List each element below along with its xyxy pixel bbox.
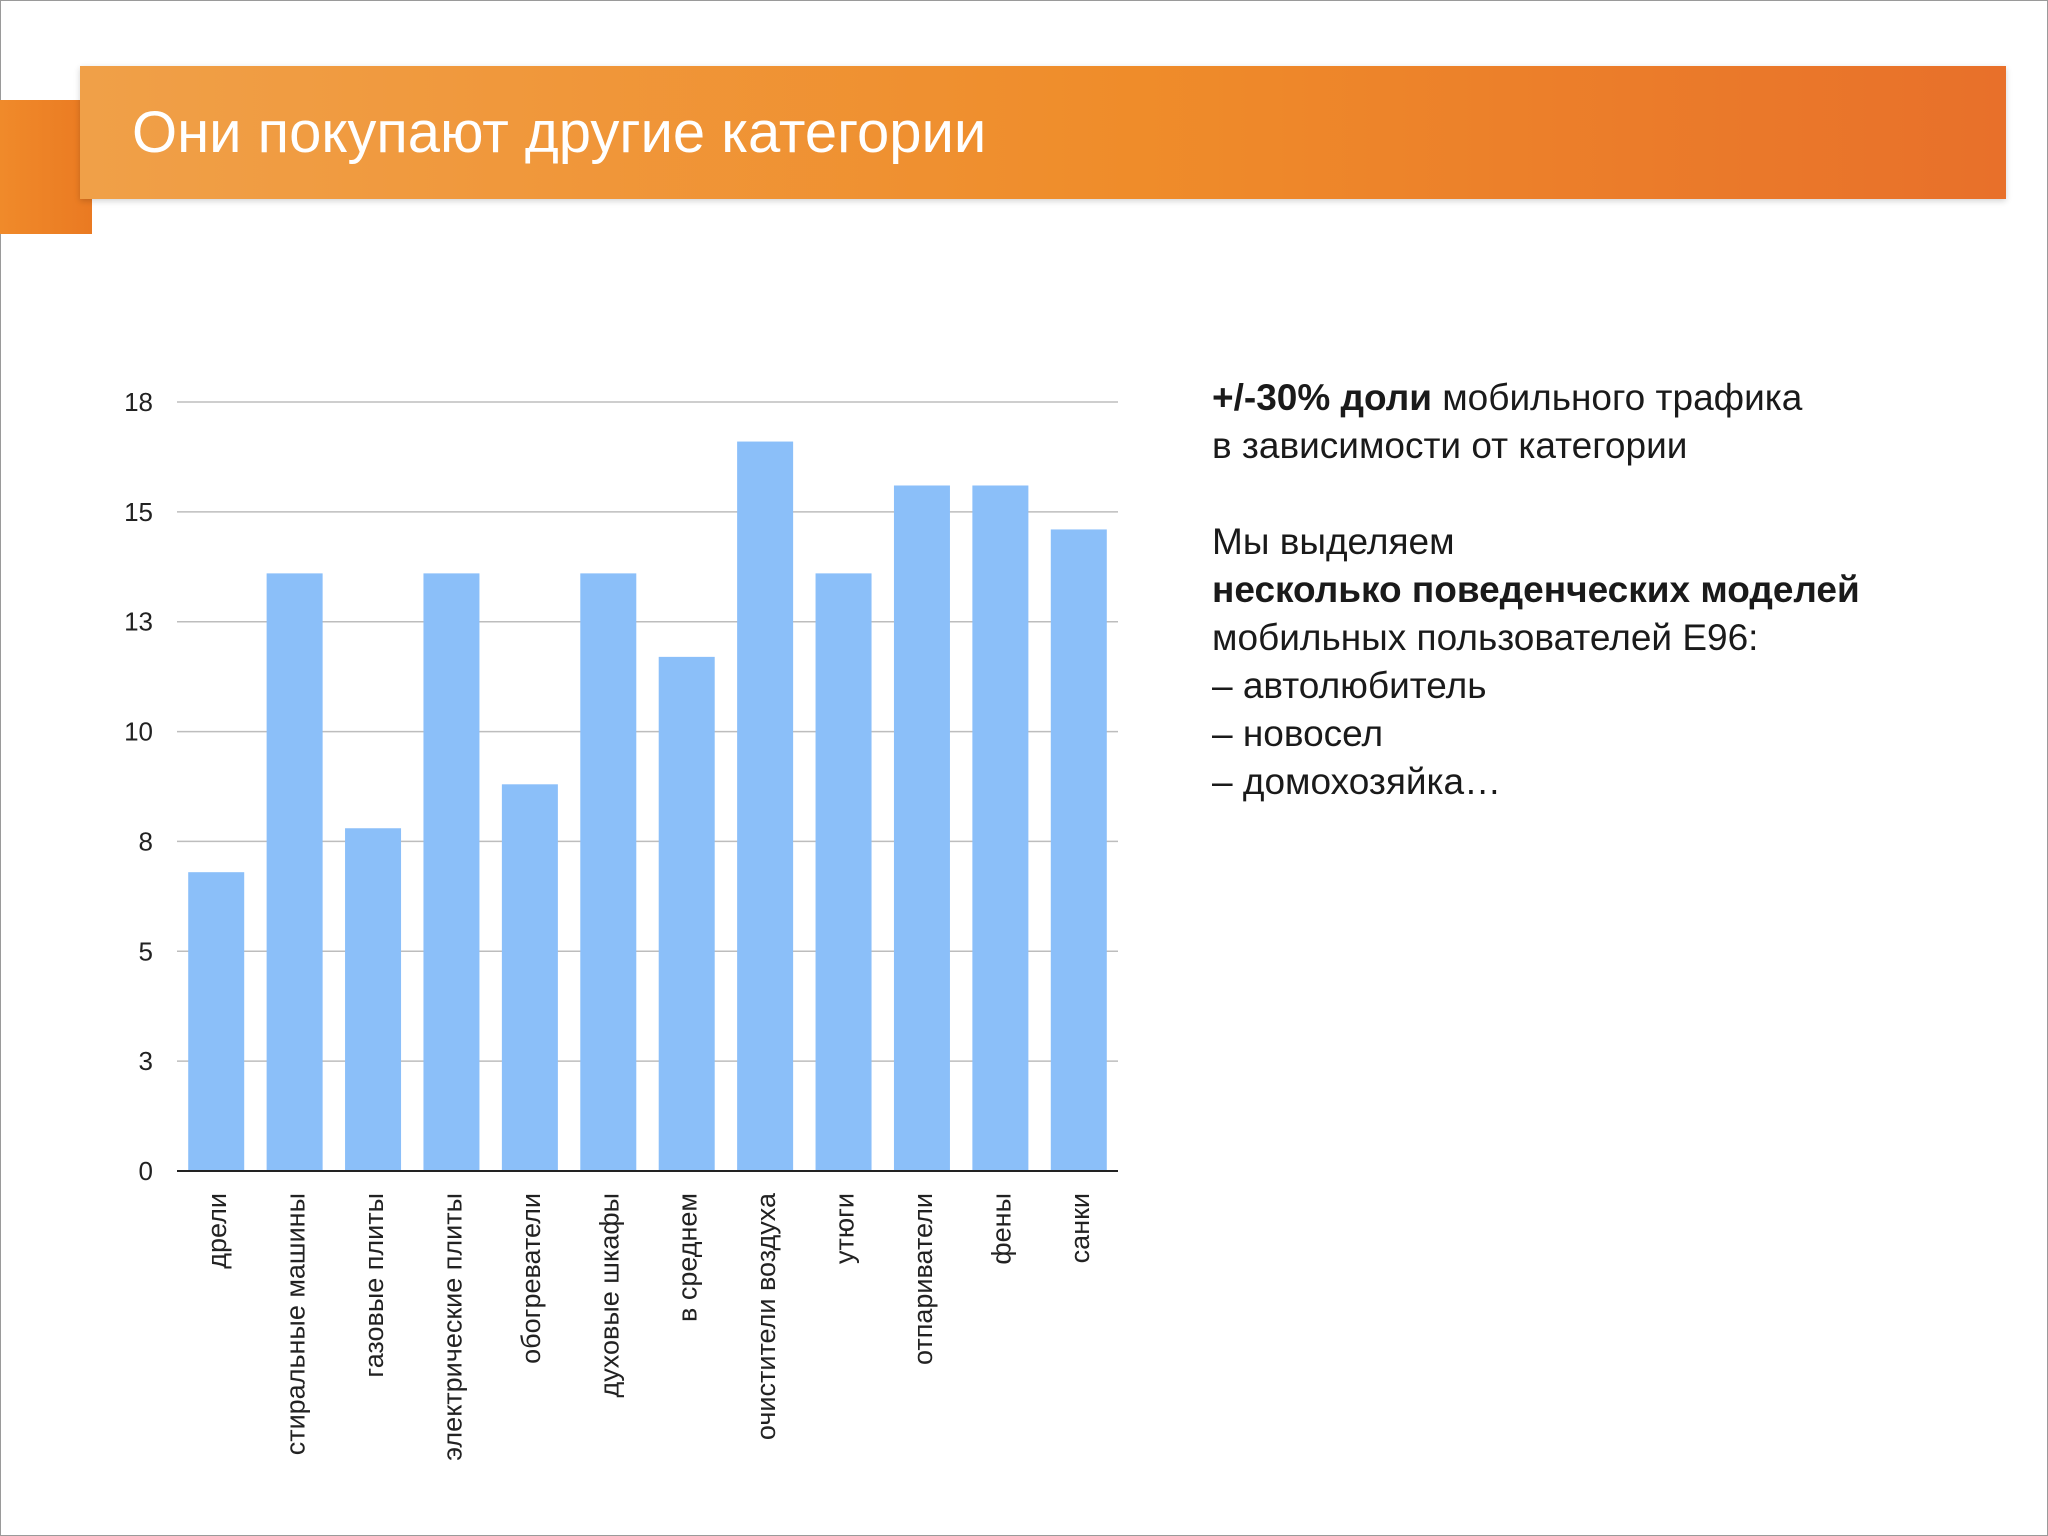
y-tick-label: 18 <box>124 387 153 417</box>
traffic-share-line-2: в зависимости от категории <box>1212 425 1688 466</box>
model-item: – автолюбитель <box>1212 665 1487 706</box>
bar <box>580 573 637 1171</box>
y-tick-label: 0 <box>139 1156 153 1186</box>
x-category-label: дрели <box>202 1193 232 1269</box>
y-tick-label: 8 <box>139 826 153 856</box>
slide-title: Они покупают другие категории <box>132 100 987 165</box>
x-category-label: духовые шкафы <box>594 1193 624 1397</box>
x-category-label: фены <box>986 1193 1016 1265</box>
bar <box>972 485 1029 1171</box>
bar <box>266 573 323 1171</box>
header-accent <box>0 100 92 234</box>
y-tick-label: 10 <box>124 717 153 747</box>
bar <box>423 573 480 1171</box>
bar <box>893 485 950 1171</box>
y-tick-label: 15 <box>124 497 153 527</box>
bar-chart: 0 3 5 8 10 13 15 18 дрели стиральные машины газовы… <box>100 370 1140 1510</box>
models-intro: Мы выделяем <box>1212 521 1455 562</box>
x-category-label: отпариватели <box>908 1193 938 1365</box>
y-tick-label: 3 <box>139 1046 153 1076</box>
x-category-label: очистители воздуха <box>751 1192 781 1440</box>
bar <box>737 441 794 1171</box>
bar <box>815 573 872 1171</box>
models-users: мобильных пользователей E96: <box>1212 617 1759 658</box>
header-bar: Они покупают другие категории <box>80 66 2006 199</box>
bar-chart-svg: 0 3 5 8 10 13 15 18 дрели стиральные машины газовы… <box>124 387 1118 1461</box>
x-category-label: утюги <box>830 1193 860 1264</box>
models-bold-text: несколько поведенческих моделей <box>1212 569 1860 610</box>
paragraph-gap <box>1212 470 1992 518</box>
x-category-label: газовые плиты <box>359 1193 389 1378</box>
x-category-label: санки <box>1065 1193 1095 1263</box>
bar <box>345 828 402 1171</box>
traffic-share-bold: +/-30% доли <box>1212 377 1432 418</box>
x-category-label: в среднем <box>673 1193 703 1322</box>
x-category-label: электрические плиты <box>437 1193 467 1461</box>
model-item: – новосел <box>1212 713 1384 754</box>
y-tick-label: 13 <box>124 607 153 637</box>
bar <box>501 784 558 1171</box>
bar <box>658 656 715 1171</box>
x-category-label: обогреватели <box>516 1193 546 1364</box>
bar <box>188 872 245 1171</box>
side-text: +/-30% доли мобильного трафика в зависим… <box>1212 374 1992 806</box>
x-category-label: стиральные машины <box>281 1193 311 1455</box>
y-tick-label: 5 <box>139 936 153 966</box>
bar <box>1050 529 1107 1171</box>
traffic-share-rest: мобильного трафика <box>1431 377 1803 418</box>
models-bold: несколько поведенческих моделей <box>1212 566 1992 614</box>
model-item: – домохозяйка… <box>1212 761 1502 802</box>
traffic-share-line: +/-30% доли мобильного трафика <box>1212 374 1992 422</box>
